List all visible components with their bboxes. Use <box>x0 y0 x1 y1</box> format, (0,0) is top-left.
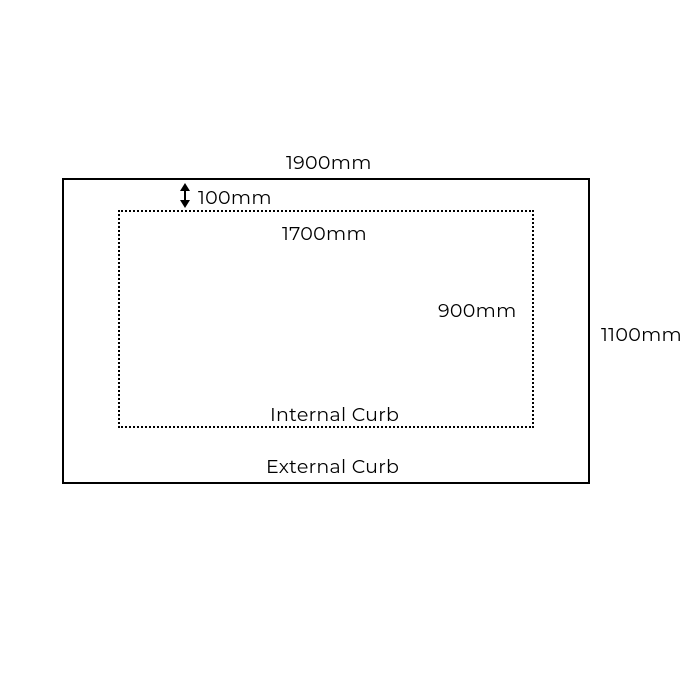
outer-height-label: 1100mm <box>601 323 682 346</box>
gap-arrow-icon <box>180 183 190 208</box>
curb-dimension-diagram: 1900mm 1100mm 1700mm 900mm 100mm Interna… <box>0 0 700 700</box>
inner-width-label: 1700mm <box>282 222 367 245</box>
external-curb-label: External Curb <box>266 455 399 478</box>
inner-height-label: 900mm <box>438 299 517 322</box>
outer-width-label: 1900mm <box>286 151 372 174</box>
gap-label: 100mm <box>198 186 272 209</box>
internal-curb-label: Internal Curb <box>270 403 399 426</box>
